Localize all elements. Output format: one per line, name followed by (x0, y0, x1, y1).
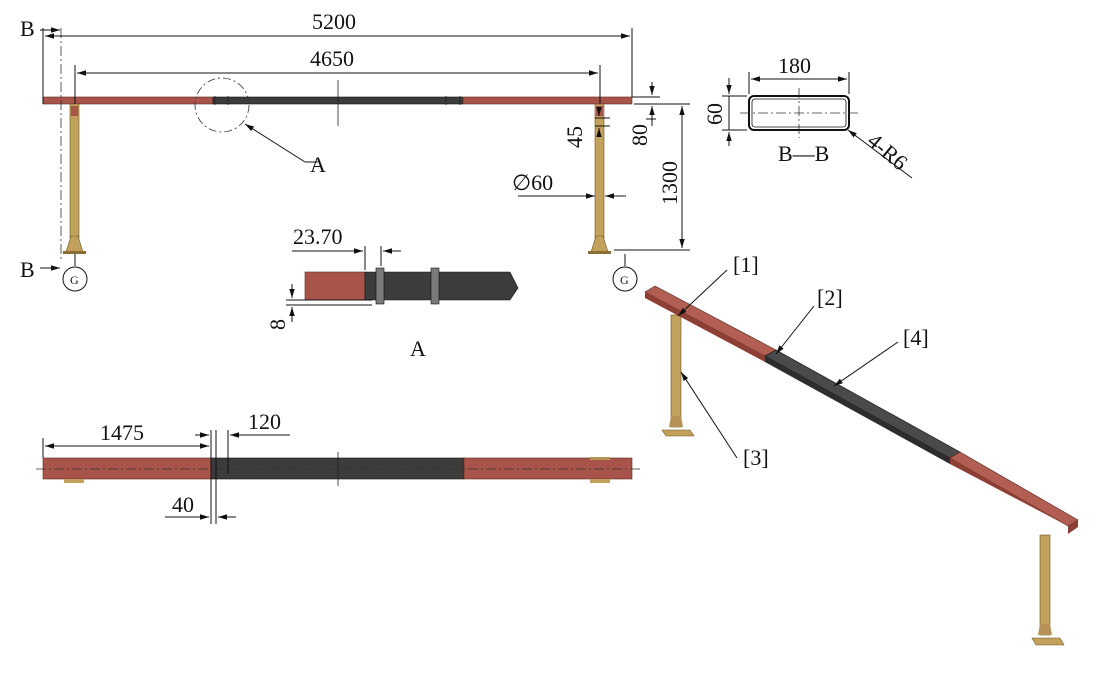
section-mark-bottom: B (20, 257, 35, 282)
rail-left-red (42, 96, 214, 105)
dim-plan-offset: 1475 (100, 420, 144, 445)
dim-post-diameter: ∅60 (512, 170, 553, 195)
iso-beam-red-1 (644, 285, 777, 357)
dim-joint-width: 23.70 (293, 224, 343, 249)
detail-mark-front: A (310, 152, 326, 177)
left-post (63, 103, 86, 254)
section-width: 180 (778, 53, 811, 78)
section-title: B—B (778, 141, 829, 166)
callout-1: [1] (733, 252, 759, 277)
detail-a: 23.70 8 A (265, 224, 519, 361)
dim-post-offset: 45 (562, 126, 587, 148)
dim-overall-length: 5200 (312, 9, 356, 34)
iso-beam-red-2 (949, 451, 1079, 527)
iso-post-left (661, 314, 695, 437)
rail-right-red (462, 96, 633, 105)
iso-post-right (1031, 534, 1065, 646)
section-b-b: 180 60 4-R6 B—B (702, 53, 913, 179)
plan-rail-right (463, 457, 633, 480)
callout-2: [2] (817, 285, 843, 310)
dim-plan-splice: 120 (248, 409, 281, 434)
dim-rail-height: 1300 (657, 161, 682, 205)
plan-rail-left (42, 457, 212, 480)
section-mark-top: B (20, 16, 35, 41)
plan-rail-center (210, 457, 465, 480)
section-height: 60 (702, 103, 727, 125)
callout-3: [3] (743, 445, 769, 470)
ground-label-left: G (70, 273, 79, 287)
dim-plan-edge: 40 (172, 492, 194, 517)
callout-4: [4] (903, 325, 929, 350)
ground-label-right: G (620, 273, 629, 287)
isometric-view: [1] [2] [3] [4] (644, 252, 1079, 646)
ground-symbol-right (612, 266, 638, 292)
dim-rail-thickness: 80 (627, 124, 652, 146)
front-elevation: B B 5200 4650 A 1300 80 45 ∅60 (20, 9, 690, 292)
dim-support-span: 4650 (310, 46, 354, 71)
plan-view: 1475 120 40 (36, 409, 640, 524)
section-radius: 4-R6 (863, 128, 913, 175)
dim-gap: 8 (265, 319, 290, 330)
detail-title: A (410, 336, 426, 361)
detail-circle (194, 77, 250, 133)
ground-symbol-left (62, 266, 88, 292)
